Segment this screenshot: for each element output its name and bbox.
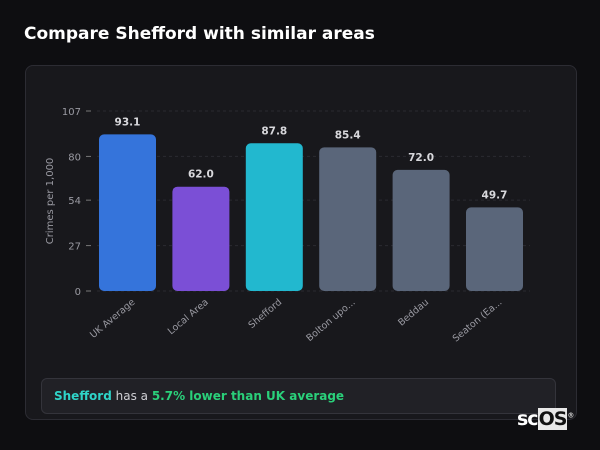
x-tick-label: Bolton upo... [304,297,357,344]
data-label: 62.0 [188,169,214,181]
bar-5 [466,207,523,291]
summary-highlight: 5.7% lower than UK average [151,389,345,403]
x-tick-label: Local Area [166,297,211,337]
summary-place: Shefford [54,389,112,403]
summary-text: has a [111,389,152,403]
x-tick-label: Seaton (Ea... [451,297,505,345]
y-axis-label: Crimes per 1,000 [45,158,56,245]
y-tick-label: 80 [68,152,81,163]
bar-3 [319,147,377,291]
data-label: 93.1 [115,116,141,128]
comparison-summary: Shefford has a 5.7% lower than UK averag… [41,378,556,414]
y-tick-label: 107 [62,107,81,118]
page-title: Compare Shefford with similar areas [24,24,375,44]
data-label: 87.8 [261,125,287,137]
x-tick-label: UK Average [88,297,137,341]
data-label: 85.4 [335,129,361,141]
bar-0 [99,134,156,291]
bar-2 [245,143,303,291]
y-tick-label: 54 [68,196,81,207]
x-tick-label: Beddau [396,297,431,329]
bar-1 [172,186,230,291]
y-tick-label: 27 [68,242,81,253]
y-tick-label: 0 [75,287,81,298]
data-label: 49.7 [482,189,508,201]
scos-logo: scOS® [517,408,574,430]
bar-4 [392,169,450,291]
x-tick-label: Shefford [246,297,284,331]
data-label: 72.0 [408,152,434,164]
